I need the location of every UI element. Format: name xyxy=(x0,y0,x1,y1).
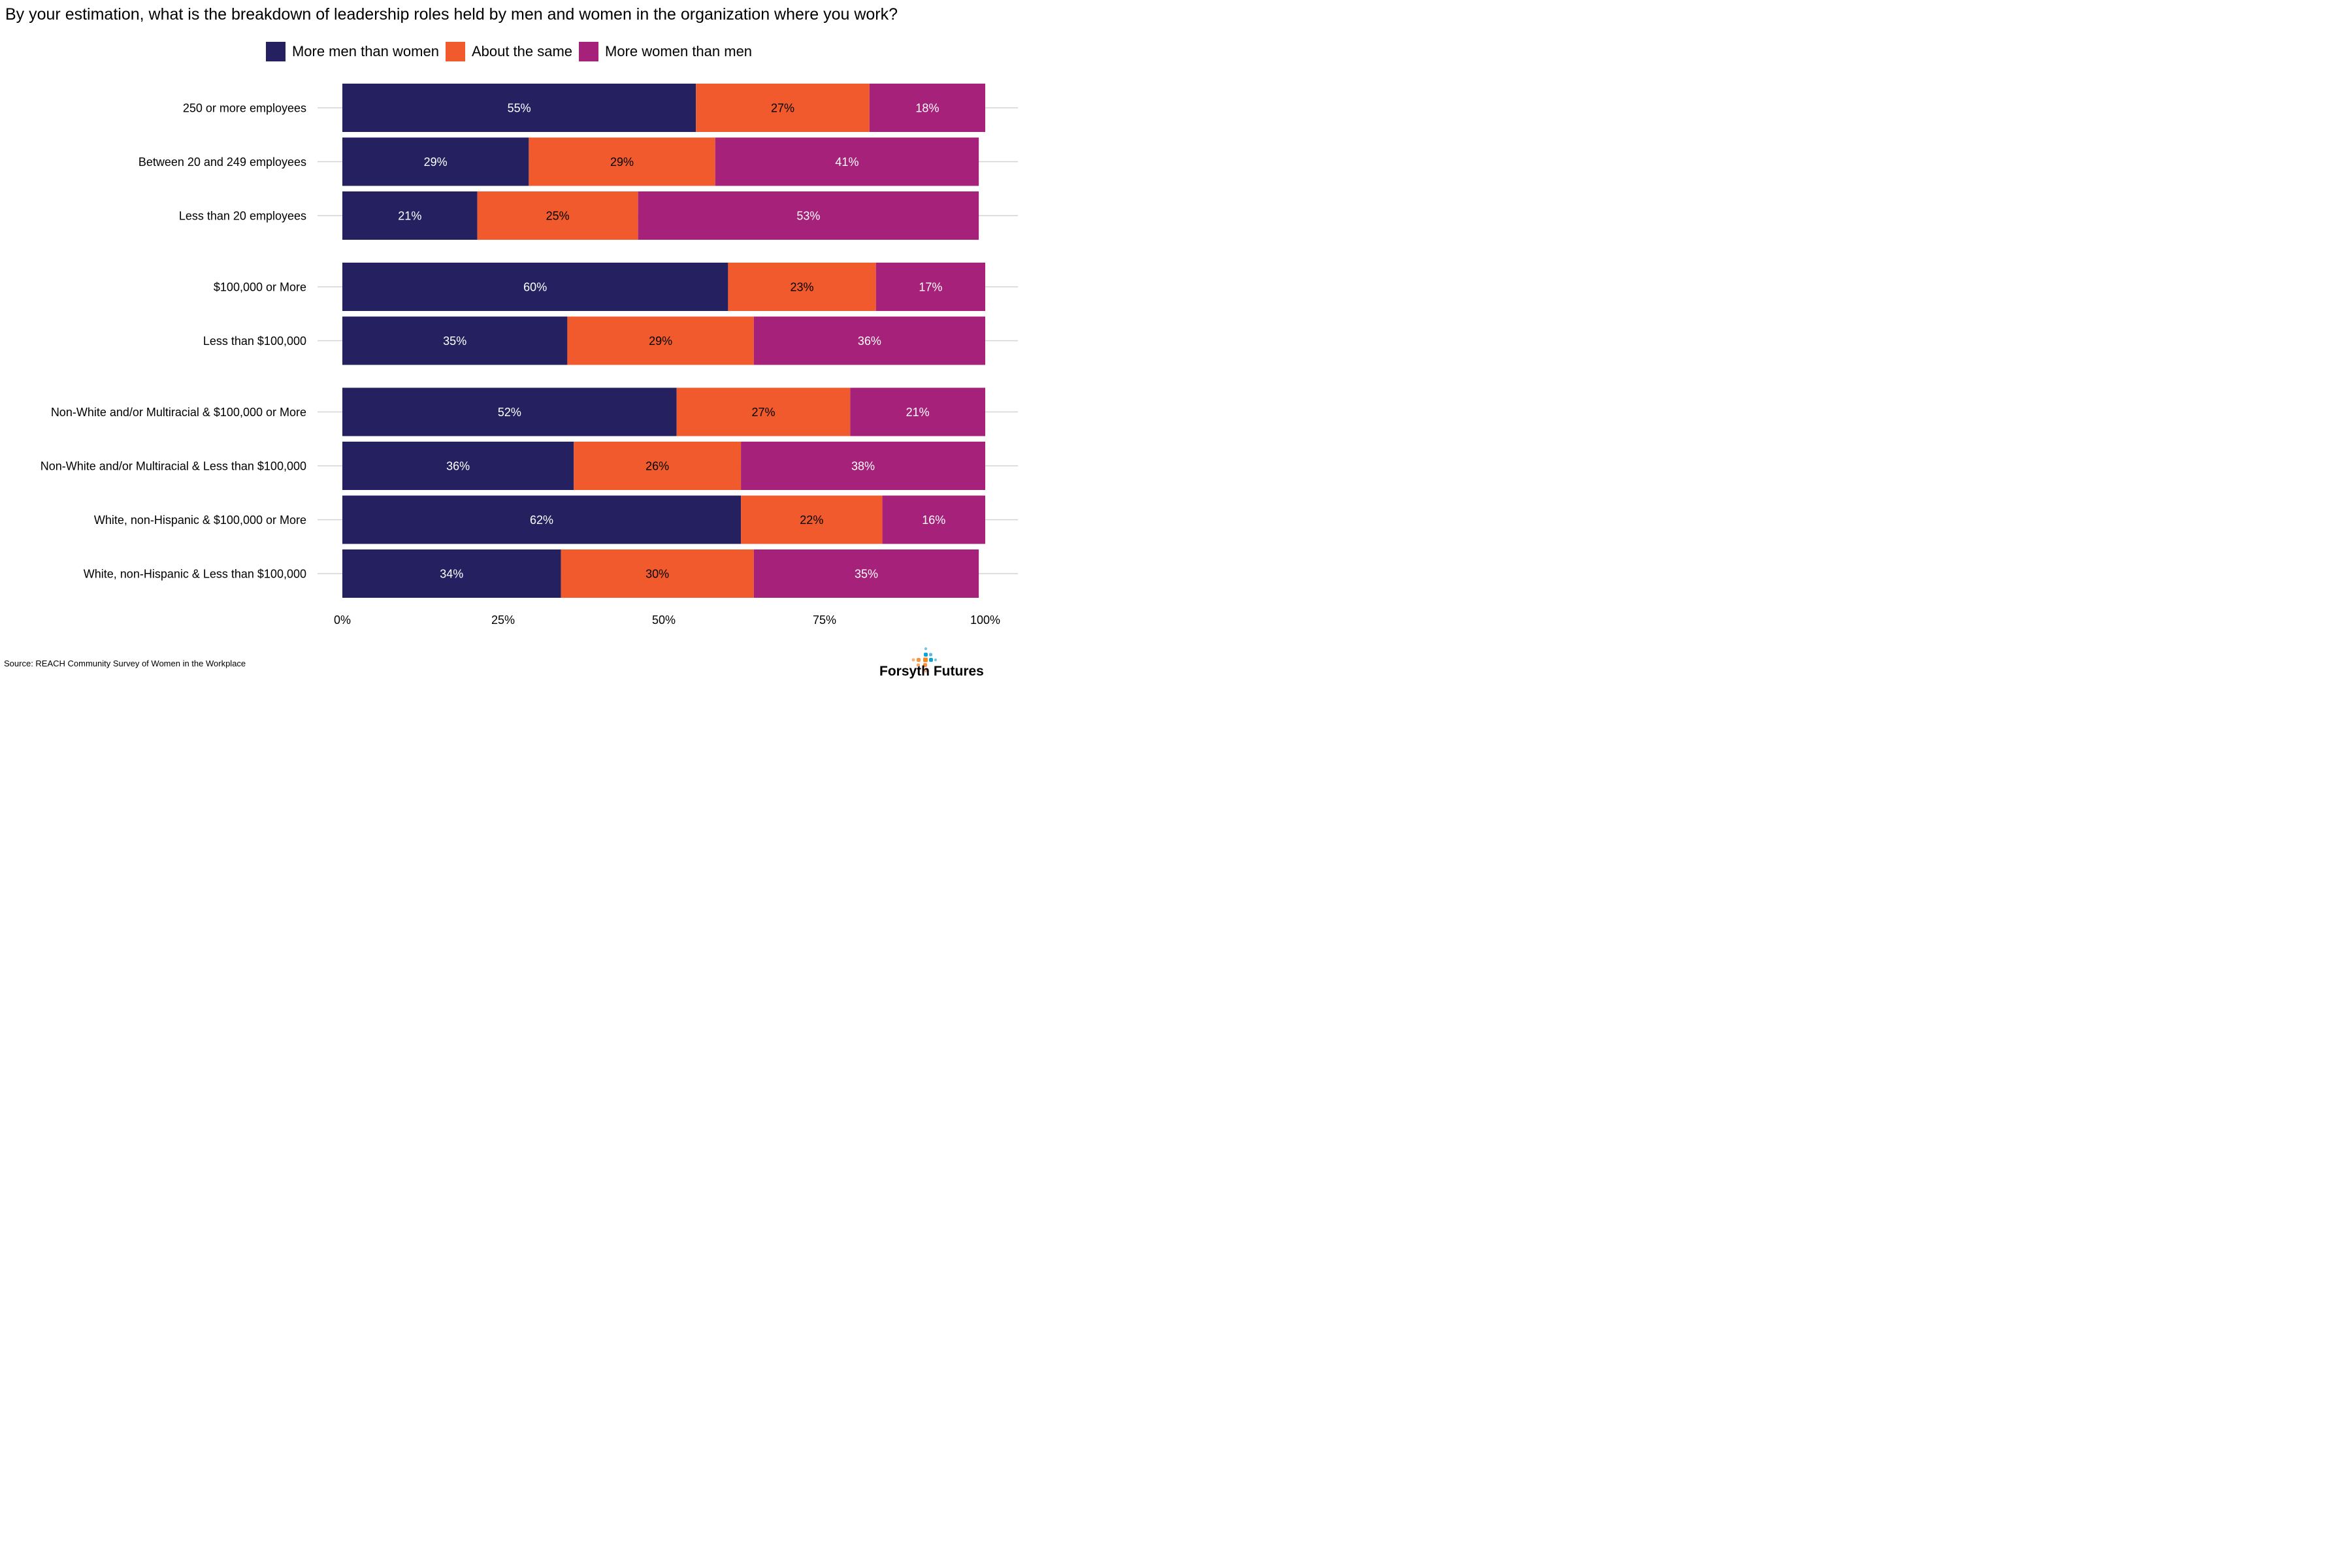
data-label: 26% xyxy=(645,460,669,473)
legend-label: About the same xyxy=(471,43,573,59)
data-label: 17% xyxy=(919,281,942,294)
data-label: 30% xyxy=(645,568,669,581)
category-label: Less than 20 employees xyxy=(179,210,306,223)
bar-segment-more-women-than-men xyxy=(869,84,985,132)
bar-segment-about-the-same xyxy=(561,549,754,598)
legend-swatch-more-men xyxy=(265,42,286,61)
data-label: 29% xyxy=(610,155,634,169)
bar-segment-more-men-than-women xyxy=(342,495,742,544)
category-label: White, non-Hispanic & $100,000 or More xyxy=(94,514,306,527)
data-label: 21% xyxy=(398,210,421,223)
bar-segment-more-men-than-women xyxy=(342,442,574,490)
category-label: White, non-Hispanic & Less than $100,000 xyxy=(84,568,306,581)
bar-segment-more-men-than-women xyxy=(342,84,696,132)
category-label: Non-White and/or Multiracial & $100,000 … xyxy=(51,406,306,419)
data-label: 36% xyxy=(858,335,881,348)
data-label: 29% xyxy=(649,335,672,348)
bar-segment-more-women-than-men xyxy=(850,387,985,436)
bar-segment-about-the-same xyxy=(728,263,876,311)
bar-segment-about-the-same xyxy=(477,191,638,240)
data-label: 38% xyxy=(851,460,875,473)
data-label: 18% xyxy=(915,102,939,115)
category-label: Non-White and/or Multiracial & Less than… xyxy=(41,460,306,473)
data-label: 22% xyxy=(800,514,823,527)
data-label: 53% xyxy=(796,210,820,223)
bar-segment-more-men-than-women xyxy=(342,263,728,311)
bar-segment-more-women-than-men xyxy=(753,316,985,365)
category-label: 250 or more employees xyxy=(183,102,306,115)
bar-segment-more-men-than-women xyxy=(342,387,677,436)
data-label: 35% xyxy=(443,335,466,348)
data-label: 27% xyxy=(752,406,776,419)
data-label: 60% xyxy=(523,281,547,294)
source-note: Source: REACH Community Survey of Women … xyxy=(4,659,246,668)
forsyth-futures-logo-icon xyxy=(911,647,938,673)
data-label: 23% xyxy=(791,281,814,294)
bar-segment-more-men-than-women xyxy=(342,191,478,240)
data-label: 29% xyxy=(424,155,448,169)
legend: More men than women About the same More … xyxy=(0,42,1024,61)
bar-segment-more-men-than-women xyxy=(342,137,529,186)
data-label: 34% xyxy=(440,568,463,581)
bar-segment-about-the-same xyxy=(676,387,851,436)
data-label: 41% xyxy=(835,155,858,169)
bar-segment-more-women-than-men xyxy=(715,137,979,186)
data-label: 27% xyxy=(771,102,794,115)
legend-swatch-more-women xyxy=(579,42,599,61)
legend-label: More men than women xyxy=(291,43,439,59)
stacked-bar-chart: 250 or more employees 55% 27% 18% Between 20… xyxy=(41,84,1018,627)
x-tick-label: 100% xyxy=(970,613,1000,627)
data-label: 21% xyxy=(906,406,930,419)
bar-segment-about-the-same xyxy=(696,84,870,132)
x-tick-label: 75% xyxy=(813,613,836,627)
bar-segment-more-women-than-men xyxy=(882,495,985,544)
bar-segment-about-the-same xyxy=(741,495,883,544)
legend-item-about-same: About the same xyxy=(445,42,573,61)
category-label: Between 20 and 249 employees xyxy=(139,155,306,169)
data-label: 52% xyxy=(498,406,521,419)
category-label: $100,000 or More xyxy=(214,281,306,294)
logo-text: Forsyth Futures xyxy=(879,664,984,679)
category-label: Less than $100,000 xyxy=(203,335,306,348)
x-tick-label: 25% xyxy=(491,613,515,627)
data-label: 35% xyxy=(855,568,878,581)
bar-segment-more-men-than-women xyxy=(342,316,568,365)
bar-segment-about-the-same xyxy=(529,137,715,186)
bar-segment-more-women-than-men xyxy=(638,191,979,240)
bar-segment-more-women-than-men xyxy=(875,263,985,311)
bar-segment-about-the-same xyxy=(567,316,754,365)
bar-segment-about-the-same xyxy=(574,442,742,490)
bar-segment-more-women-than-men xyxy=(741,442,985,490)
x-tick-label: 0% xyxy=(334,613,351,627)
data-label: 62% xyxy=(530,514,553,527)
bar-segment-more-men-than-women xyxy=(342,549,561,598)
chart-title: By your estimation, what is the breakdow… xyxy=(5,5,898,24)
legend-item-more-women: More women than men xyxy=(579,42,752,61)
data-label: 16% xyxy=(922,514,945,527)
x-tick-label: 50% xyxy=(652,613,676,627)
data-label: 25% xyxy=(546,210,570,223)
legend-swatch-about-same xyxy=(445,42,465,61)
legend-item-more-men: More men than women xyxy=(265,42,439,61)
data-label: 36% xyxy=(446,460,470,473)
legend-label: More women than men xyxy=(605,43,753,59)
bar-segment-more-women-than-men xyxy=(753,549,979,598)
data-label: 55% xyxy=(508,102,531,115)
